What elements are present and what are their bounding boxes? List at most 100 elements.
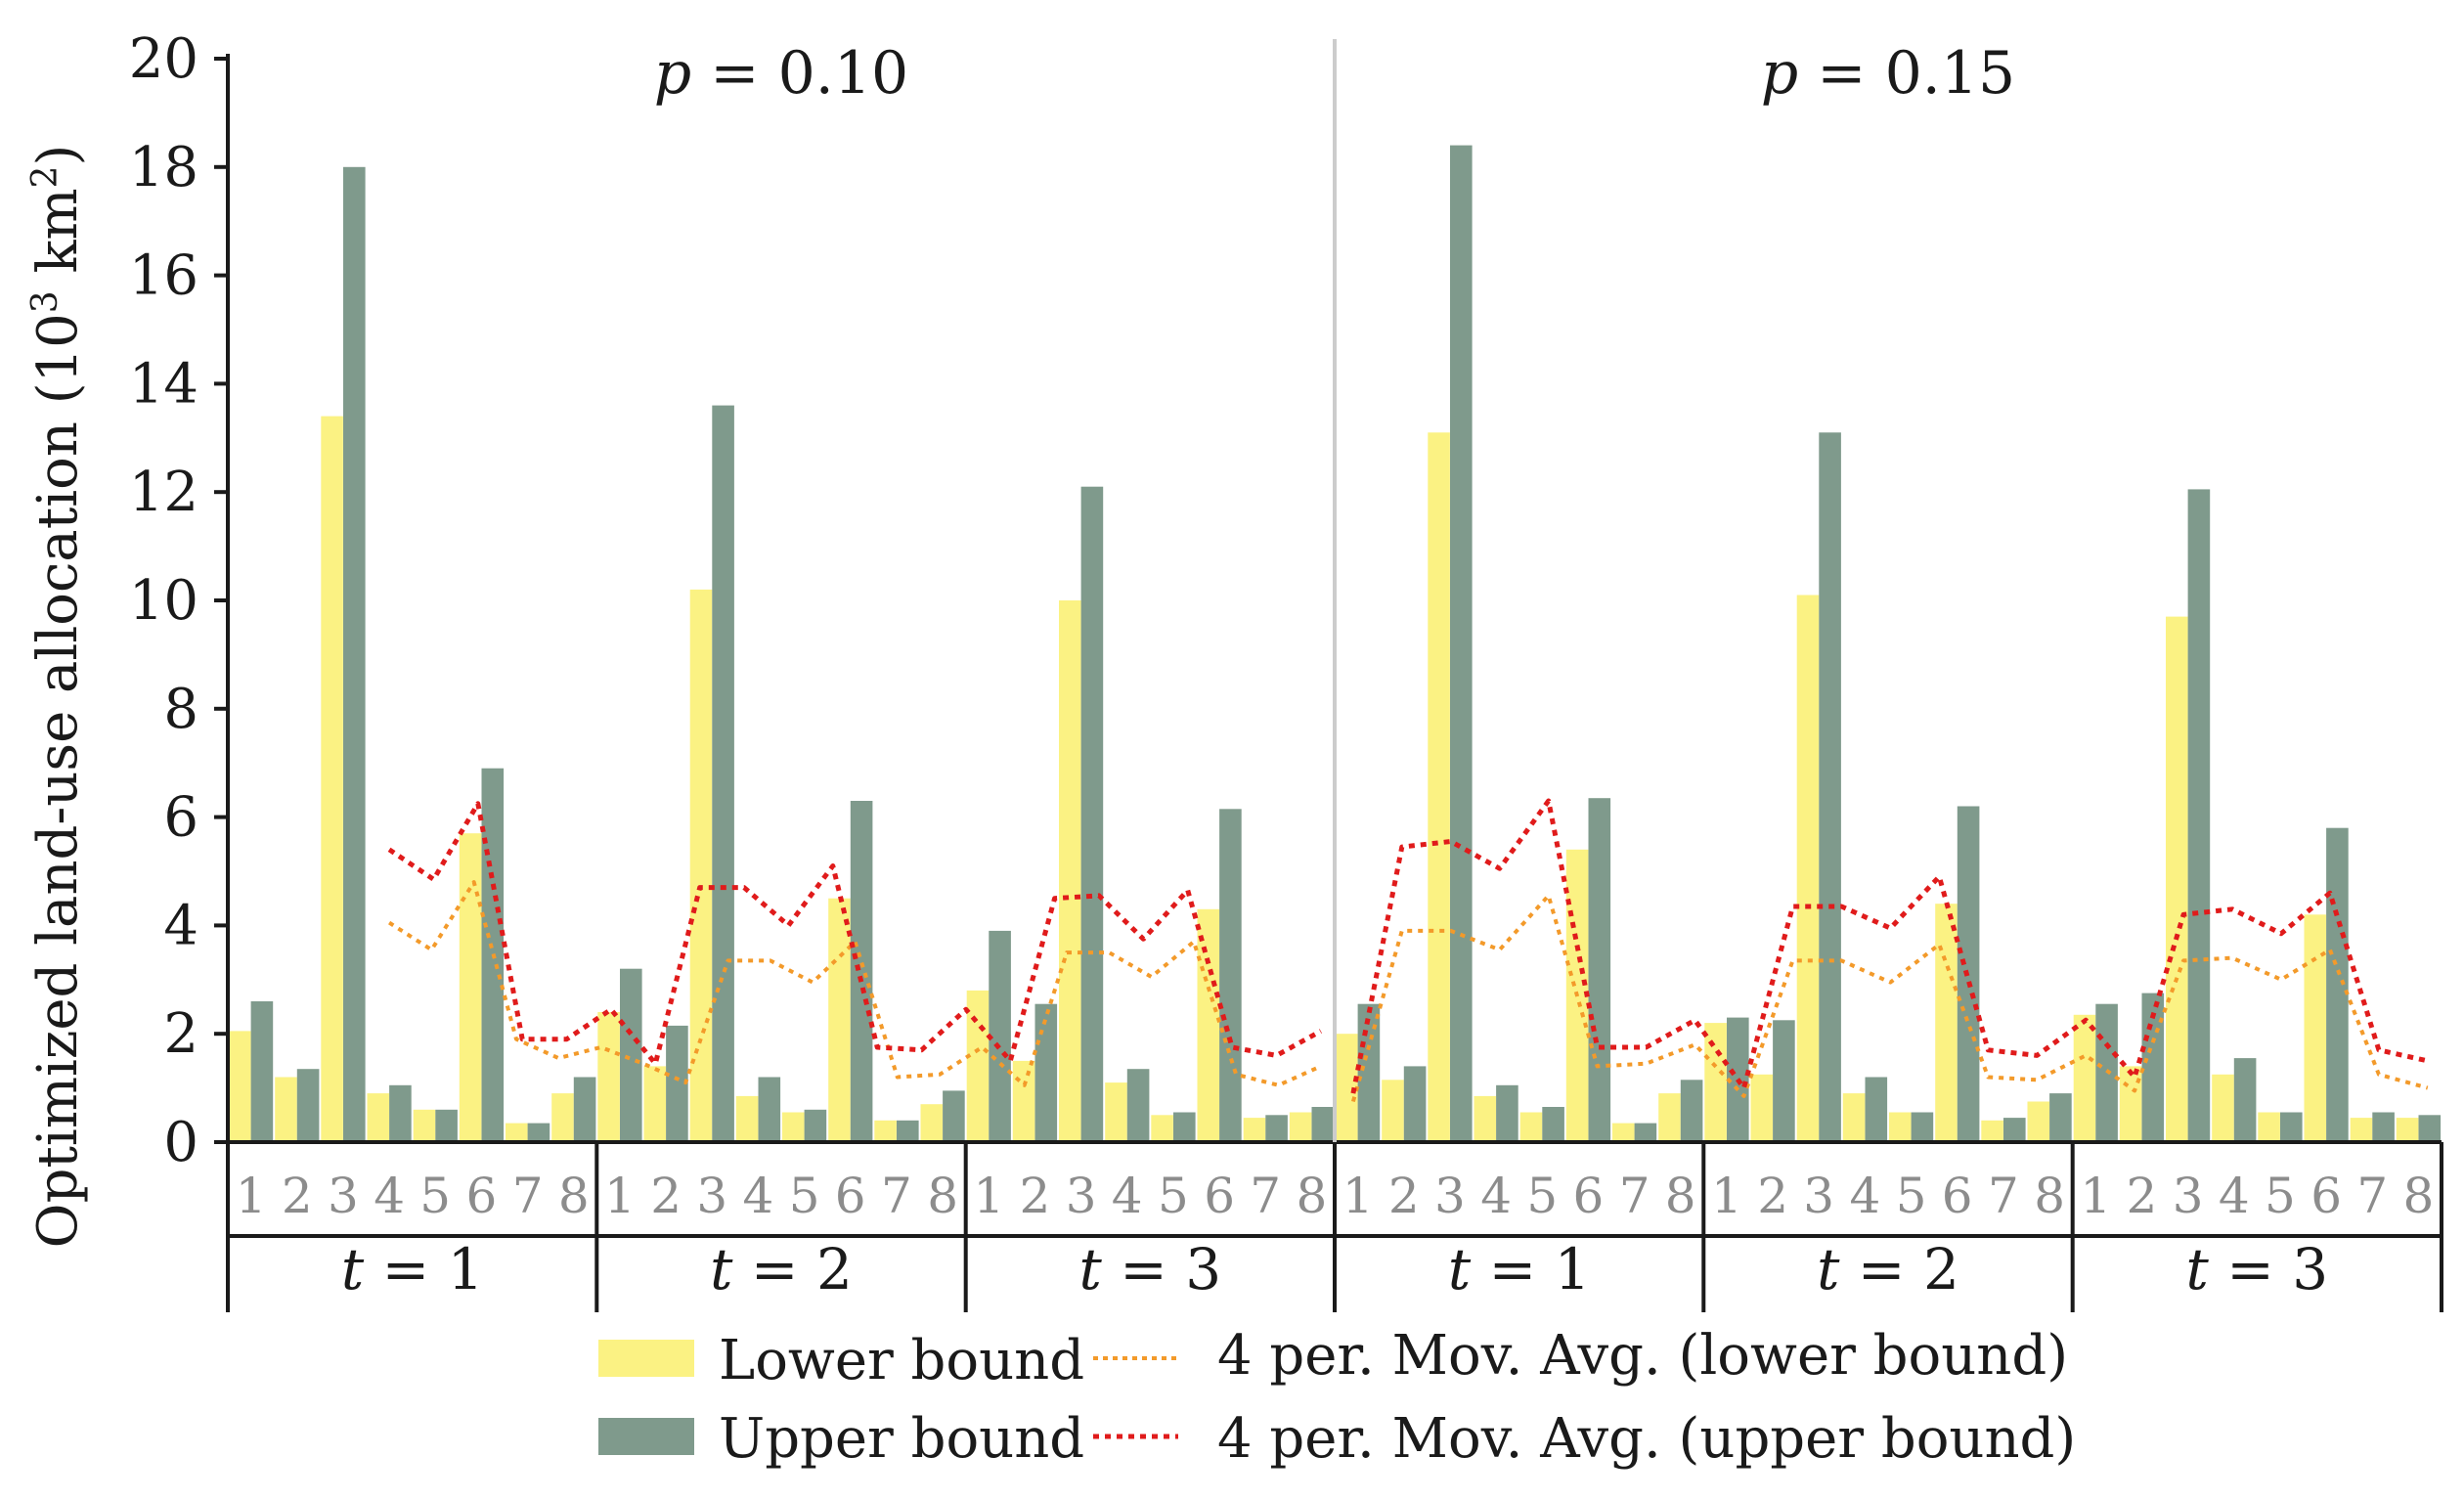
- bar-lower-p2-t3-c7: [2350, 1118, 2373, 1142]
- bar-lower-p2-t3-c4: [2212, 1074, 2234, 1143]
- bar-lower-p2-t1-c1: [1336, 1034, 1358, 1142]
- y-tick-label-2: 2: [163, 1002, 198, 1066]
- period-label-p1-t1: t = 1: [341, 1236, 484, 1302]
- bar-lower-p2-t2-c6: [1935, 904, 1958, 1142]
- period-label-p2-t3: t = 3: [2185, 1236, 2328, 1302]
- bar-lower-p2-t2-c8: [2027, 1101, 2050, 1142]
- bar-upper-p2-t2-c8: [2049, 1093, 2072, 1142]
- bar-upper-p1-t2-c7: [897, 1120, 919, 1142]
- bar-lower-p1-t2-c7: [874, 1120, 897, 1142]
- category-label-p2-t3-1: 1: [2080, 1168, 2111, 1224]
- y-tick-label-20: 20: [129, 27, 198, 91]
- bar-lower-p1-t3-c5: [1151, 1115, 1173, 1142]
- panel-label-p2: p = 0.15: [1761, 39, 2015, 108]
- category-label-p1-t1-6: 6: [465, 1168, 497, 1224]
- y-tick-label-16: 16: [129, 244, 198, 308]
- category-label-p1-t3-8: 8: [1296, 1168, 1327, 1224]
- bar-upper-p2-t1-c5: [1542, 1107, 1564, 1142]
- legend-swatch-upper-bound: [598, 1418, 694, 1455]
- category-label-p2-t2-6: 6: [1942, 1168, 1973, 1224]
- bar-upper-p1-t3-c2: [1034, 1003, 1058, 1142]
- bar-upper-p2-t3-c3: [2187, 489, 2211, 1142]
- bar-upper-p1-t1-c1: [250, 1001, 274, 1142]
- bar-upper-p1-t2-c1: [620, 968, 642, 1142]
- category-label-p2-t3-6: 6: [2310, 1168, 2342, 1224]
- bar-lower-p1-t2-c6: [828, 898, 851, 1142]
- mov-avg-upper-line-p2: [1350, 798, 2429, 1094]
- category-label-p1-t2-7: 7: [881, 1168, 912, 1224]
- bar-lower-p1-t3-c4: [1105, 1082, 1127, 1142]
- bar-lower-p2-t3-c5: [2258, 1112, 2280, 1142]
- category-label-p2-t1-2: 2: [1388, 1168, 1420, 1224]
- category-label-p2-t1-7: 7: [1619, 1168, 1650, 1224]
- category-label-p1-t2-2: 2: [650, 1168, 682, 1224]
- period-label-p2-t1: t = 1: [1448, 1236, 1591, 1302]
- bar-lower-p2-t2-c4: [1842, 1093, 1866, 1142]
- y-tick-label-10: 10: [129, 569, 198, 633]
- bar-upper-p2-t3-c6: [2326, 827, 2349, 1142]
- bar-upper-p1-t3-c1: [989, 930, 1011, 1142]
- bar-lower-p1-t1-c7: [506, 1123, 528, 1142]
- bar-lower-p2-t3-c8: [2396, 1118, 2419, 1142]
- mov-avg-lower-line-p1: [388, 880, 1322, 1087]
- bar-upper-p2-t3-c1: [2095, 1003, 2118, 1142]
- category-label-p2-t3-7: 7: [2356, 1168, 2388, 1224]
- bar-lower-p1-t2-c3: [689, 589, 713, 1142]
- bar-upper-p1-t2-c8: [943, 1090, 965, 1142]
- bar-upper-p2-t1-c1: [1357, 1003, 1381, 1142]
- panel-label-p1: p = 0.10: [654, 39, 908, 108]
- y-tick-label-6: 6: [163, 786, 198, 850]
- category-label-p1-t3-6: 6: [1204, 1168, 1235, 1224]
- category-label-p1-t2-6: 6: [835, 1168, 866, 1224]
- bar-lower-p1-t1-c5: [413, 1109, 436, 1142]
- category-label-p2-t2-3: 3: [1803, 1168, 1834, 1224]
- y-axis-label: Optimized land-use allocation (103 km2): [25, 145, 91, 1249]
- y-tick-label-4: 4: [163, 894, 198, 957]
- bar-upper-p1-t2-c3: [712, 405, 734, 1143]
- bar-upper-p1-t1-c3: [343, 166, 366, 1143]
- category-label-p1-t1-2: 2: [282, 1168, 313, 1224]
- category-label-p1-t1-1: 1: [236, 1168, 267, 1224]
- category-label-p2-t1-1: 1: [1342, 1168, 1374, 1224]
- category-label-p1-t3-4: 4: [1112, 1168, 1143, 1224]
- category-label-p2-t1-6: 6: [1572, 1168, 1604, 1224]
- category-label-p2-t2-1: 1: [1711, 1168, 1742, 1224]
- bar-upper-p2-t1-c8: [1680, 1080, 1703, 1142]
- category-label-p2-t2-2: 2: [1757, 1168, 1788, 1224]
- period-label-p2-t2: t = 2: [1817, 1236, 1959, 1302]
- bar-lower-p1-t2-c1: [597, 1012, 620, 1142]
- category-label-p2-t2-8: 8: [2034, 1168, 2065, 1224]
- bar-lower-p1-t3-c7: [1243, 1118, 1266, 1142]
- category-label-p2-t2-7: 7: [1988, 1168, 2019, 1224]
- category-label-p1-t2-8: 8: [927, 1168, 958, 1224]
- bar-upper-p1-t1-c2: [296, 1069, 320, 1142]
- y-tick-label-8: 8: [163, 678, 198, 741]
- bar-upper-p1-t1-c8: [573, 1077, 596, 1142]
- bar-lower-p1-t3-c3: [1059, 600, 1081, 1142]
- bar-lower-p1-t1-c6: [459, 833, 482, 1142]
- period-label-p1-t2: t = 2: [710, 1236, 853, 1302]
- category-label-p1-t2-5: 5: [789, 1168, 820, 1224]
- y-tick-label-12: 12: [129, 461, 198, 524]
- bar-upper-p2-t1-c7: [1634, 1123, 1657, 1142]
- bar-lower-p1-t3-c8: [1289, 1112, 1312, 1142]
- bar-lower-p2-t3-c3: [2166, 616, 2188, 1142]
- bar-upper-p2-t2-c3: [1819, 432, 1841, 1142]
- bar-upper-p1-t3-c5: [1173, 1112, 1196, 1142]
- legend-label-mov-avg-upper: 4 per. Mov. Avg. (upper bound): [1217, 1407, 2076, 1471]
- bar-upper-p2-t1-c4: [1496, 1084, 1518, 1142]
- bar-lower-p1-t3-c2: [1012, 1060, 1035, 1142]
- category-label-p2-t1-3: 3: [1434, 1168, 1466, 1224]
- axes-layer: [214, 39, 2443, 1312]
- bar-upper-p2-t3-c7: [2372, 1112, 2395, 1142]
- mov-avg-lower-line-p2: [1350, 893, 2429, 1103]
- bar-upper-p1-t3-c7: [1265, 1115, 1288, 1142]
- bar-upper-p1-t3-c3: [1080, 486, 1104, 1142]
- bar-lower-p1-t1-c3: [321, 416, 343, 1143]
- bar-lower-p1-t2-c2: [643, 1066, 667, 1142]
- category-label-p1-t1-7: 7: [512, 1168, 544, 1224]
- y-tick-label-0: 0: [163, 1111, 198, 1174]
- category-label-p2-t1-5: 5: [1526, 1168, 1558, 1224]
- legend-label-mov-avg-lower: 4 per. Mov. Avg. (lower bound): [1217, 1324, 2068, 1388]
